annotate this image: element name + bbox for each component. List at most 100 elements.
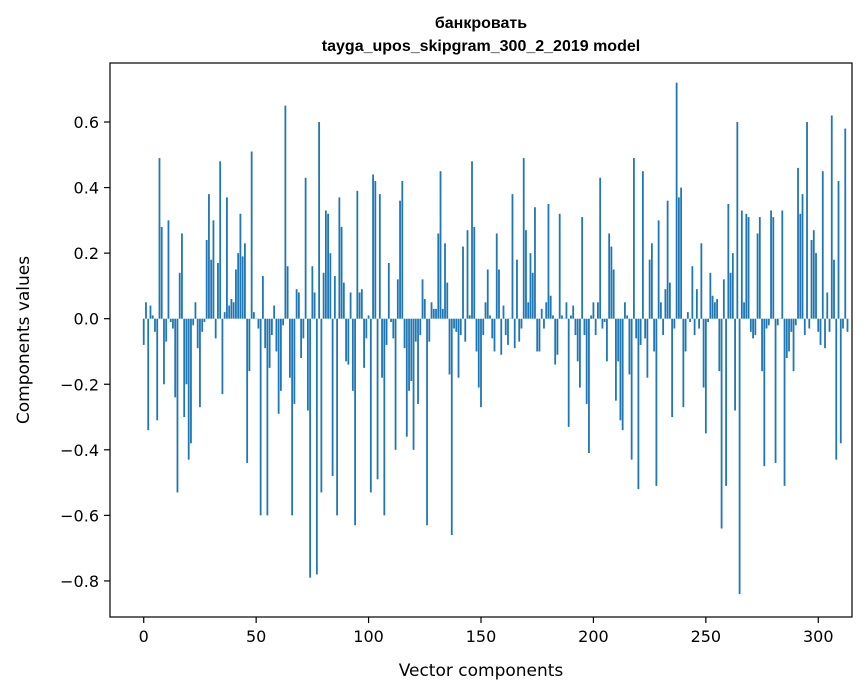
bar — [203, 318, 206, 322]
bar — [250, 151, 253, 319]
bar — [666, 200, 669, 319]
bar — [776, 318, 779, 326]
bar — [624, 302, 626, 319]
bar — [190, 318, 192, 444]
bar — [650, 243, 653, 319]
bar — [743, 302, 745, 319]
bar — [839, 318, 842, 444]
bar — [801, 194, 804, 319]
bar — [369, 318, 372, 493]
bar — [621, 318, 624, 431]
bar — [693, 318, 696, 336]
bar — [412, 318, 415, 450]
y-tick-label: −0.2 — [60, 375, 99, 394]
bar — [167, 220, 170, 319]
bar — [610, 246, 613, 319]
bar — [588, 318, 590, 454]
x-axis-ticks: 0 50 100 150 200 250 300 — [139, 617, 834, 646]
x-tick-label: 150 — [466, 627, 497, 646]
bar — [455, 318, 458, 332]
y-tick-label: 0.6 — [74, 113, 99, 132]
y-tick-label: 0.4 — [74, 179, 99, 198]
bar — [194, 302, 197, 319]
bar — [599, 177, 602, 319]
bar — [318, 122, 321, 319]
bar — [756, 233, 759, 319]
bar — [617, 318, 620, 362]
bar — [826, 292, 829, 319]
bar — [217, 262, 219, 319]
bar — [363, 318, 365, 368]
bar — [819, 318, 822, 345]
bar — [376, 318, 379, 480]
bar — [174, 318, 177, 398]
bar — [257, 318, 260, 329]
bar — [543, 318, 545, 329]
bar — [187, 318, 190, 460]
bar — [205, 240, 208, 319]
bar — [457, 318, 460, 378]
bar-series — [142, 82, 849, 595]
bar — [378, 194, 381, 319]
bar — [396, 279, 399, 319]
bar — [619, 318, 622, 421]
y-tick-label: −0.8 — [60, 572, 99, 591]
bar — [844, 128, 847, 319]
bar — [792, 318, 795, 372]
bar — [754, 318, 757, 336]
bar — [495, 233, 498, 319]
bar — [680, 187, 683, 319]
bar — [430, 302, 433, 319]
bar — [421, 279, 424, 319]
bar — [347, 318, 350, 365]
bar — [327, 213, 329, 319]
bar — [702, 318, 705, 388]
bar — [480, 318, 482, 408]
bar — [493, 318, 496, 352]
bar — [644, 318, 647, 339]
bar — [262, 276, 264, 319]
bar — [828, 318, 831, 332]
bar — [151, 315, 154, 319]
bar — [235, 269, 237, 319]
bar — [803, 318, 806, 336]
bar — [516, 259, 518, 319]
bar — [214, 318, 217, 339]
bar — [439, 171, 442, 319]
bar — [201, 318, 204, 332]
bar — [713, 302, 716, 319]
bar — [500, 318, 503, 355]
bar — [518, 318, 521, 342]
bar — [738, 318, 741, 595]
bar — [295, 289, 298, 319]
bar — [502, 305, 505, 319]
bar — [475, 318, 478, 352]
bar — [567, 318, 570, 427]
bar — [561, 315, 563, 319]
bar — [781, 210, 784, 319]
bar — [482, 318, 485, 336]
bar — [513, 318, 516, 349]
bar — [810, 240, 813, 319]
bar — [297, 292, 300, 319]
bar — [259, 318, 262, 516]
bar — [288, 318, 291, 378]
bar — [579, 318, 581, 388]
bar — [536, 318, 539, 352]
bar — [691, 266, 694, 319]
bar — [232, 302, 235, 319]
bar — [846, 318, 849, 332]
bar — [181, 233, 183, 319]
bar — [682, 318, 685, 408]
bar — [315, 318, 318, 575]
bar — [554, 318, 557, 365]
bar — [322, 272, 325, 319]
bar — [277, 318, 280, 414]
bar — [592, 302, 595, 319]
bar — [192, 318, 195, 326]
bar — [774, 318, 777, 463]
bar — [689, 318, 692, 322]
bar — [253, 312, 255, 319]
bar — [540, 308, 543, 319]
bar — [720, 318, 723, 529]
